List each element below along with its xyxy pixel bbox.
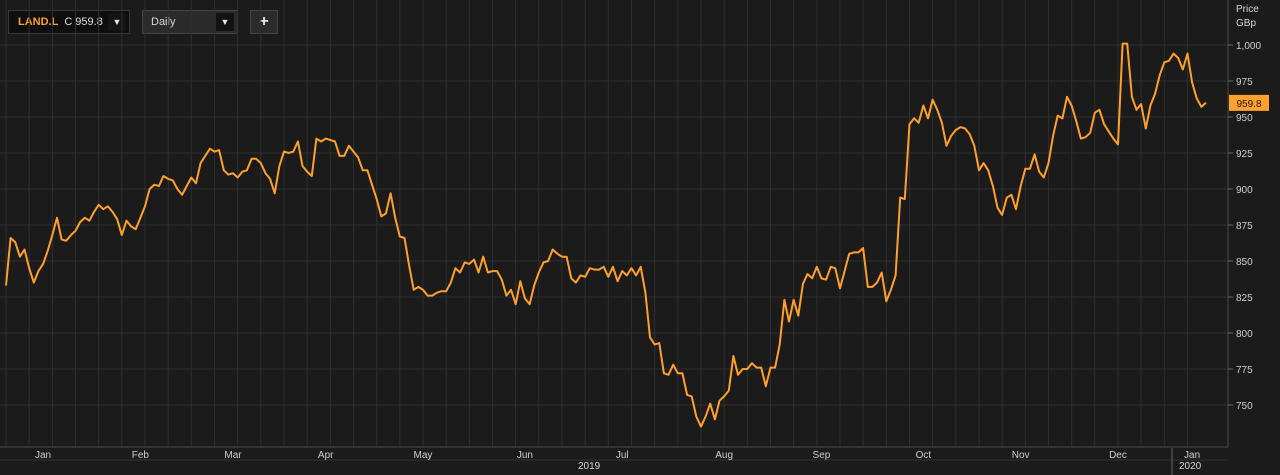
y-tick-label: 925 (1236, 149, 1253, 160)
last-price-badge: 959.8 (1229, 94, 1269, 111)
x-tick-label: Dec (1109, 450, 1127, 461)
x-tick-label: Aug (715, 450, 733, 461)
x-axis-ticks: Jan Feb Mar Apr May Jun Jul Aug Sep Oct Nov Dec Jan (35, 450, 1200, 461)
x-tick-label: Jan (35, 450, 51, 461)
x-tick-label: Jul (616, 450, 629, 461)
x-tick-label: Oct (916, 450, 932, 461)
close-value: 959.8 (75, 16, 103, 28)
y-tick-label: 950 (1236, 113, 1253, 124)
y-tick-label: 875 (1236, 221, 1253, 232)
y-tick-label: 750 (1236, 401, 1253, 412)
symbol-selector[interactable]: LAND.L C 959.8 ▼ (8, 10, 130, 34)
interval-label: Daily (151, 16, 176, 28)
x-tick-label: Jan (1184, 450, 1200, 461)
x-tick-label: Apr (318, 450, 334, 461)
y-tick-label: 1,000 (1236, 41, 1261, 52)
add-button[interactable]: + (250, 10, 278, 34)
x-tick-label: May (414, 450, 433, 461)
y-tick-label: 825 (1236, 293, 1253, 304)
y-tick-label: 775 (1236, 365, 1253, 376)
last-price-badge-bg (1229, 94, 1269, 111)
last-price-label: 959.8 (1236, 99, 1261, 110)
x-tick-label: Mar (224, 450, 242, 461)
y-tick-label: 800 (1236, 329, 1253, 340)
x-tick-label: Jun (517, 450, 533, 461)
chart-toolbar: LAND.L C 959.8 ▼ Daily ▼ + (8, 10, 278, 34)
price-axis-title: Price (1236, 4, 1259, 15)
price-series-line (5, 42, 1207, 428)
symbol-code: LAND.L (18, 16, 59, 28)
y-tick-label: 975 (1236, 77, 1253, 88)
year-label-2019: 2019 (578, 461, 601, 472)
y-tick-label: 900 (1236, 185, 1253, 196)
close-prefix: C (64, 16, 73, 28)
horizontal-grid (0, 44, 1228, 406)
year-label-2020: 2020 (1179, 461, 1202, 472)
y-axis-ticks: 750 775 800 825 850 875 900 925 950 975 1,000 (1228, 41, 1261, 412)
price-unit-label: GBp (1236, 18, 1257, 29)
vertical-grid (5, 0, 1188, 447)
x-tick-label: Sep (813, 450, 831, 461)
x-tick-label: Nov (1012, 450, 1030, 461)
x-tick-label: Feb (132, 450, 150, 461)
y-tick-label: 850 (1236, 257, 1253, 268)
chevron-down-icon[interactable]: ▼ (216, 13, 234, 31)
